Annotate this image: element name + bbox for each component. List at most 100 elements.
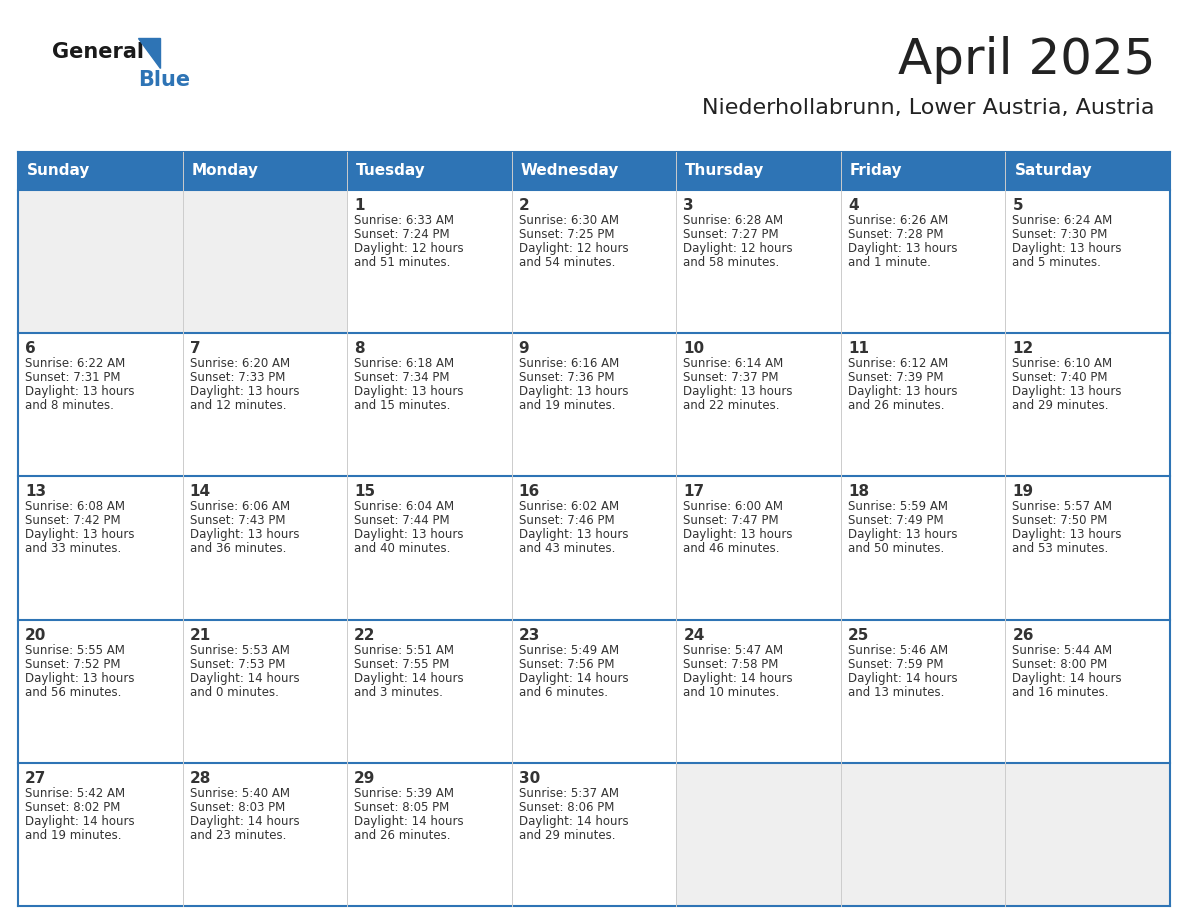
Text: Sunset: 7:36 PM: Sunset: 7:36 PM xyxy=(519,371,614,385)
Text: 15: 15 xyxy=(354,485,375,499)
Text: Sunset: 7:56 PM: Sunset: 7:56 PM xyxy=(519,657,614,671)
Text: Sunset: 7:31 PM: Sunset: 7:31 PM xyxy=(25,371,120,385)
Text: Sunrise: 6:33 AM: Sunrise: 6:33 AM xyxy=(354,214,454,227)
Text: 23: 23 xyxy=(519,628,541,643)
Text: 11: 11 xyxy=(848,341,868,356)
Bar xyxy=(676,333,841,476)
Text: Sunrise: 6:24 AM: Sunrise: 6:24 AM xyxy=(1012,214,1113,227)
Text: 8: 8 xyxy=(354,341,365,356)
Text: Daylight: 13 hours: Daylight: 13 hours xyxy=(848,386,958,398)
Text: Thursday: Thursday xyxy=(685,163,765,178)
Text: 29: 29 xyxy=(354,771,375,786)
Text: Sunrise: 6:04 AM: Sunrise: 6:04 AM xyxy=(354,500,454,513)
Text: Daylight: 13 hours: Daylight: 13 hours xyxy=(1012,242,1121,255)
Text: Sunset: 7:52 PM: Sunset: 7:52 PM xyxy=(25,657,120,671)
Text: 16: 16 xyxy=(519,485,541,499)
Bar xyxy=(183,476,347,620)
Text: and 1 minute.: and 1 minute. xyxy=(848,256,930,269)
Text: and 58 minutes.: and 58 minutes. xyxy=(683,256,779,269)
Text: Sunrise: 6:08 AM: Sunrise: 6:08 AM xyxy=(25,500,125,513)
Text: Daylight: 13 hours: Daylight: 13 hours xyxy=(25,529,134,542)
Text: Sunset: 8:06 PM: Sunset: 8:06 PM xyxy=(519,800,614,813)
Text: Sunset: 7:34 PM: Sunset: 7:34 PM xyxy=(354,371,449,385)
Text: 6: 6 xyxy=(25,341,36,356)
Text: Daylight: 13 hours: Daylight: 13 hours xyxy=(848,242,958,255)
Text: Sunrise: 6:00 AM: Sunrise: 6:00 AM xyxy=(683,500,783,513)
Text: Daylight: 14 hours: Daylight: 14 hours xyxy=(354,672,463,685)
Text: Daylight: 13 hours: Daylight: 13 hours xyxy=(25,672,134,685)
Bar xyxy=(512,476,676,620)
Bar xyxy=(1005,763,1170,906)
Bar xyxy=(512,763,676,906)
Text: Sunset: 7:59 PM: Sunset: 7:59 PM xyxy=(848,657,943,671)
Text: Monday: Monday xyxy=(191,163,259,178)
Text: and 43 minutes.: and 43 minutes. xyxy=(519,543,615,555)
Text: and 26 minutes.: and 26 minutes. xyxy=(848,399,944,412)
Bar xyxy=(18,152,183,190)
Text: Sunrise: 6:10 AM: Sunrise: 6:10 AM xyxy=(1012,357,1112,370)
Bar xyxy=(676,763,841,906)
Text: Friday: Friday xyxy=(849,163,903,178)
Text: 18: 18 xyxy=(848,485,868,499)
Text: Sunrise: 5:49 AM: Sunrise: 5:49 AM xyxy=(519,644,619,656)
Text: 13: 13 xyxy=(25,485,46,499)
Text: Sunrise: 6:22 AM: Sunrise: 6:22 AM xyxy=(25,357,125,370)
Text: Daylight: 12 hours: Daylight: 12 hours xyxy=(683,242,792,255)
Text: and 8 minutes.: and 8 minutes. xyxy=(25,399,114,412)
Bar xyxy=(347,190,512,333)
Text: Daylight: 12 hours: Daylight: 12 hours xyxy=(519,242,628,255)
Text: and 40 minutes.: and 40 minutes. xyxy=(354,543,450,555)
Text: Tuesday: Tuesday xyxy=(356,163,425,178)
Text: 1: 1 xyxy=(354,198,365,213)
Text: Sunrise: 6:26 AM: Sunrise: 6:26 AM xyxy=(848,214,948,227)
Text: Daylight: 14 hours: Daylight: 14 hours xyxy=(519,815,628,828)
Bar xyxy=(841,190,1005,333)
Text: 7: 7 xyxy=(190,341,201,356)
Bar xyxy=(841,620,1005,763)
Text: and 29 minutes.: and 29 minutes. xyxy=(519,829,615,842)
Text: Saturday: Saturday xyxy=(1015,163,1092,178)
Bar xyxy=(841,152,1005,190)
Text: Sunrise: 6:06 AM: Sunrise: 6:06 AM xyxy=(190,500,290,513)
Text: Sunset: 8:02 PM: Sunset: 8:02 PM xyxy=(25,800,120,813)
Text: 14: 14 xyxy=(190,485,210,499)
Text: April 2025: April 2025 xyxy=(897,36,1155,84)
Bar xyxy=(841,476,1005,620)
Bar xyxy=(1005,333,1170,476)
Bar xyxy=(18,620,183,763)
Text: Sunrise: 5:47 AM: Sunrise: 5:47 AM xyxy=(683,644,783,656)
Text: Daylight: 13 hours: Daylight: 13 hours xyxy=(190,529,299,542)
Text: Sunset: 7:53 PM: Sunset: 7:53 PM xyxy=(190,657,285,671)
Text: and 0 minutes.: and 0 minutes. xyxy=(190,686,278,699)
Text: and 5 minutes.: and 5 minutes. xyxy=(1012,256,1101,269)
Text: 20: 20 xyxy=(25,628,46,643)
Text: Sunday: Sunday xyxy=(27,163,90,178)
Bar xyxy=(841,763,1005,906)
Text: Sunset: 7:58 PM: Sunset: 7:58 PM xyxy=(683,657,778,671)
Text: and 51 minutes.: and 51 minutes. xyxy=(354,256,450,269)
Text: and 53 minutes.: and 53 minutes. xyxy=(1012,543,1108,555)
Text: Daylight: 14 hours: Daylight: 14 hours xyxy=(190,672,299,685)
Text: Daylight: 14 hours: Daylight: 14 hours xyxy=(25,815,134,828)
Text: Wednesday: Wednesday xyxy=(520,163,619,178)
Bar xyxy=(347,476,512,620)
Text: and 12 minutes.: and 12 minutes. xyxy=(190,399,286,412)
Polygon shape xyxy=(138,38,160,68)
Text: and 10 minutes.: and 10 minutes. xyxy=(683,686,779,699)
Text: Daylight: 13 hours: Daylight: 13 hours xyxy=(683,386,792,398)
Bar xyxy=(18,333,183,476)
Text: and 26 minutes.: and 26 minutes. xyxy=(354,829,450,842)
Bar xyxy=(183,152,347,190)
Text: Sunset: 7:25 PM: Sunset: 7:25 PM xyxy=(519,228,614,241)
Text: and 19 minutes.: and 19 minutes. xyxy=(519,399,615,412)
Text: Daylight: 13 hours: Daylight: 13 hours xyxy=(1012,386,1121,398)
Text: and 29 minutes.: and 29 minutes. xyxy=(1012,399,1108,412)
Text: Sunrise: 6:20 AM: Sunrise: 6:20 AM xyxy=(190,357,290,370)
Text: and 54 minutes.: and 54 minutes. xyxy=(519,256,615,269)
Bar xyxy=(183,190,347,333)
Bar xyxy=(1005,476,1170,620)
Text: 3: 3 xyxy=(683,198,694,213)
Bar xyxy=(1005,152,1170,190)
Text: and 33 minutes.: and 33 minutes. xyxy=(25,543,121,555)
Text: Daylight: 13 hours: Daylight: 13 hours xyxy=(354,386,463,398)
